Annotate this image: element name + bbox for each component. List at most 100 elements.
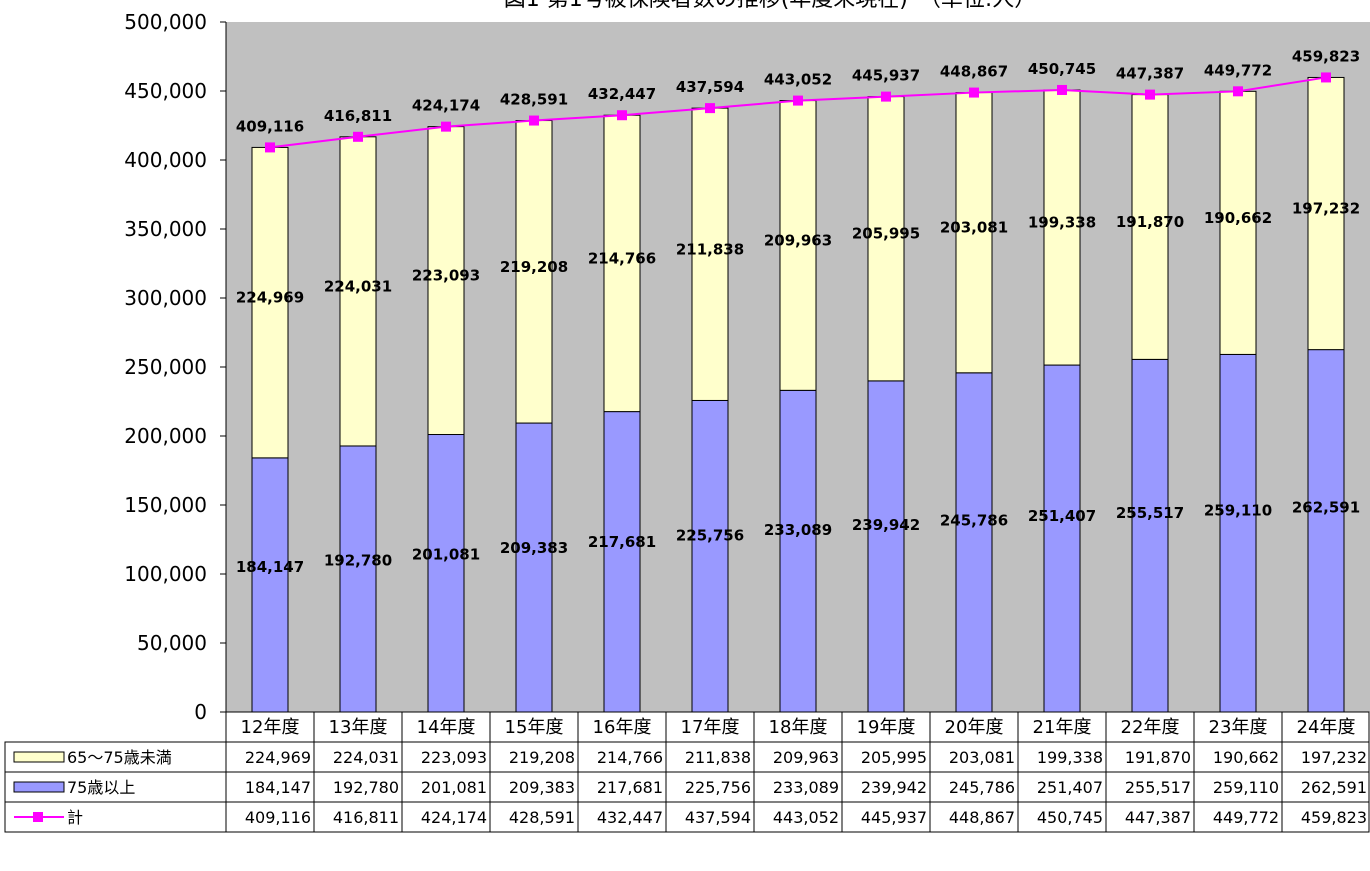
table-cell: 437,594 — [685, 808, 751, 827]
y-axis: 0 50,000 100,000 150,000 200,000 250,000 300,0… — [124, 10, 227, 724]
bar-75-over — [1043, 364, 1081, 713]
table-cell: 450,745 — [1037, 808, 1103, 827]
bar-75-over — [691, 399, 729, 713]
table-row-header: 計 — [67, 808, 83, 827]
bar-65-75 — [339, 136, 377, 447]
table-cell: 223,093 — [421, 748, 487, 767]
bar-75-over — [515, 422, 553, 713]
total-point — [617, 110, 627, 121]
table-cell: 209,963 — [773, 748, 839, 767]
data-label-75-over: 245,786 — [940, 511, 1008, 529]
category-label: 23年度 — [1209, 717, 1268, 738]
data-label-75-over: 192,780 — [324, 552, 392, 570]
data-label-65-75: 209,963 — [764, 231, 832, 249]
bar-65-75 — [427, 126, 465, 436]
data-label-75-over: 259,110 — [1204, 501, 1272, 519]
total-point — [1057, 84, 1067, 95]
total-point — [441, 121, 451, 132]
data-label-total: 448,867 — [940, 63, 1008, 81]
category-label: 21年度 — [1033, 717, 1092, 738]
total-line — [265, 72, 1331, 153]
data-label-total: 443,052 — [764, 71, 832, 89]
table-cell: 197,232 — [1301, 748, 1367, 767]
data-label-75-over: 209,383 — [500, 539, 568, 557]
table-cell: 424,174 — [421, 808, 487, 827]
table-cell: 459,823 — [1301, 808, 1367, 827]
table-cell: 203,081 — [949, 748, 1015, 767]
bar-75-over — [1219, 353, 1257, 713]
total-point — [1145, 89, 1155, 100]
data-label-total: 450,745 — [1028, 60, 1096, 78]
bar-65-75 — [691, 107, 729, 401]
data-label-total: 447,387 — [1116, 65, 1184, 83]
table-cell: 255,517 — [1125, 778, 1191, 797]
table-cell: 443,052 — [773, 808, 839, 827]
y-tick-label: 200,000 — [124, 424, 207, 448]
data-label-75-over: 217,681 — [588, 533, 656, 551]
bar-75-over — [1307, 349, 1345, 713]
category-label: 17年度 — [681, 717, 740, 738]
table-cell: 190,662 — [1213, 748, 1279, 767]
legend-key-total-marker — [33, 812, 43, 822]
bar-65-75 — [1307, 76, 1345, 351]
legend-key-75-over — [13, 781, 65, 793]
data-label-65-75: 214,766 — [588, 249, 656, 267]
data-label-total: 424,174 — [412, 97, 480, 115]
table-cell: 184,147 — [245, 778, 311, 797]
table-cell: 449,772 — [1213, 808, 1279, 827]
table-cell: 251,407 — [1037, 778, 1103, 797]
total-point — [969, 87, 979, 98]
category-label: 13年度 — [329, 717, 388, 738]
data-label-65-75: 197,232 — [1292, 200, 1360, 218]
total-point — [705, 103, 715, 114]
table-cell: 233,089 — [773, 778, 839, 797]
bar-75-over — [251, 457, 289, 713]
table-cell: 191,870 — [1125, 748, 1191, 767]
table-cell: 224,031 — [333, 748, 399, 767]
data-label-total: 416,811 — [324, 107, 392, 125]
y-tick-label: 100,000 — [124, 562, 207, 586]
data-label-total: 445,937 — [852, 67, 920, 85]
total-point — [881, 91, 891, 102]
table-cell: 225,756 — [685, 778, 751, 797]
y-tick-label: 250,000 — [124, 355, 207, 379]
y-tick-label: 150,000 — [124, 493, 207, 517]
data-label-65-75: 205,995 — [852, 225, 920, 243]
total-point — [353, 131, 363, 142]
table-cell: 448,867 — [949, 808, 1015, 827]
table-cell: 245,786 — [949, 778, 1015, 797]
table-cell: 416,811 — [333, 808, 399, 827]
bar-75-over — [867, 380, 905, 713]
data-label-total: 428,591 — [500, 91, 568, 109]
total-point — [1233, 86, 1243, 97]
y-tick-label: 300,000 — [124, 286, 207, 310]
bar-65-75 — [515, 120, 553, 424]
data-label-65-75: 190,662 — [1204, 209, 1272, 227]
chart-title: 図1 第1号被保険者数の推移(年度末現在) （単位:人） — [504, 0, 1037, 12]
category-label: 18年度 — [769, 717, 828, 738]
bars — [251, 76, 1345, 713]
data-label-75-over: 233,089 — [764, 521, 832, 539]
legend-key-65-75 — [13, 751, 65, 763]
table-row-header: 65～75歳未満 — [67, 748, 172, 767]
total-point — [529, 115, 539, 126]
data-label-total: 459,823 — [1292, 47, 1360, 65]
data-label-65-75: 223,093 — [412, 267, 480, 285]
table-cell: 428,591 — [509, 808, 575, 827]
table-cell: 409,116 — [245, 808, 311, 827]
table-body — [4, 741, 1370, 833]
category-label: 24年度 — [1297, 717, 1356, 738]
table-cell: 205,995 — [861, 748, 927, 767]
data-label-75-over: 251,407 — [1028, 507, 1096, 525]
data-label-65-75: 224,031 — [324, 277, 392, 295]
data-label-75-over: 255,517 — [1116, 504, 1184, 522]
data-label-65-75: 203,081 — [940, 219, 1008, 237]
y-tick-label: 400,000 — [124, 148, 207, 172]
table-row-header: 75歳以上 — [67, 778, 135, 797]
data-label-75-over: 184,147 — [236, 558, 304, 576]
y-tick-label: 0 — [194, 700, 207, 724]
category-label: 20年度 — [945, 717, 1004, 738]
y-tick-label: 500,000 — [124, 10, 207, 34]
table-cell: 211,838 — [685, 748, 751, 767]
